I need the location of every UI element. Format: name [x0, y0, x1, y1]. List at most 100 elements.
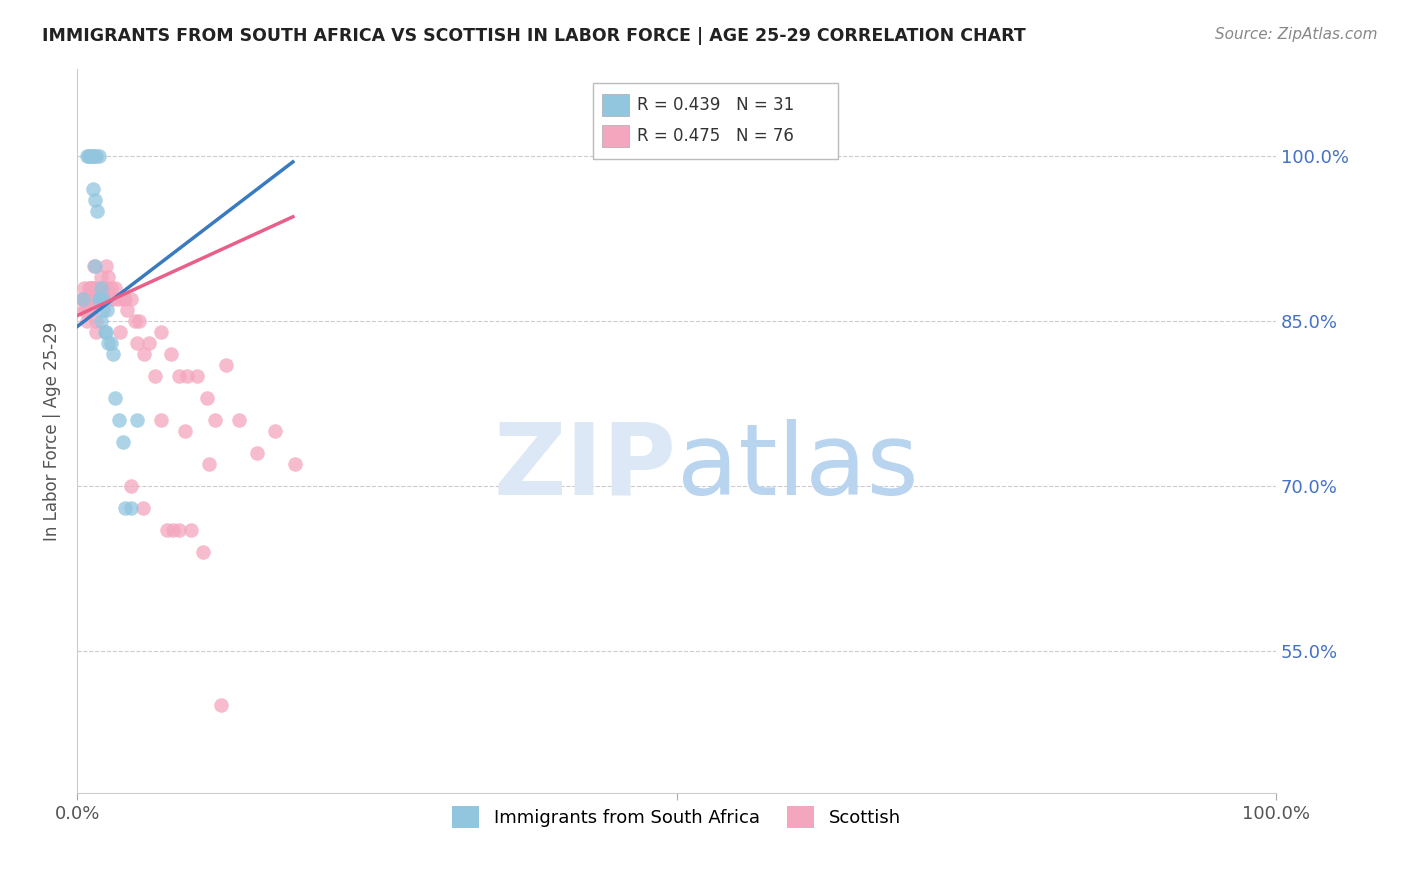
- Point: [90, 314, 112, 328]
- Point: [77, 281, 100, 295]
- Point: [96, 303, 118, 318]
- Point: [110, 325, 132, 339]
- Point: [94, 325, 117, 339]
- Point: [108, 413, 131, 427]
- Point: [101, 347, 124, 361]
- Point: [93, 303, 115, 318]
- Point: [77, 292, 100, 306]
- Point: [82, 281, 104, 295]
- Text: R = 0.475   N = 76: R = 0.475 N = 76: [637, 127, 794, 145]
- Point: [174, 424, 197, 438]
- Point: [120, 292, 142, 306]
- Point: [90, 292, 112, 306]
- Point: [73, 303, 96, 318]
- Point: [120, 479, 142, 493]
- Point: [77, 303, 100, 318]
- Point: [167, 523, 190, 537]
- Point: [70, 292, 93, 306]
- Point: [83, 149, 105, 163]
- Point: [97, 270, 120, 285]
- Point: [93, 325, 115, 339]
- Point: [97, 336, 120, 351]
- Point: [101, 292, 124, 306]
- Point: [114, 500, 136, 515]
- Point: [80, 281, 103, 295]
- Point: [83, 281, 105, 295]
- Point: [76, 314, 98, 328]
- Text: ZIP: ZIP: [494, 418, 676, 516]
- Point: [79, 292, 101, 306]
- Point: [167, 369, 190, 384]
- Point: [87, 149, 110, 163]
- Point: [134, 347, 156, 361]
- Point: [228, 413, 250, 427]
- Point: [215, 358, 238, 372]
- Point: [89, 292, 111, 306]
- Point: [150, 325, 173, 339]
- Point: [82, 149, 104, 163]
- FancyBboxPatch shape: [592, 83, 838, 159]
- Text: IMMIGRANTS FROM SOUTH AFRICA VS SCOTTISH IN LABOR FORCE | AGE 25-29 CORRELATION : IMMIGRANTS FROM SOUTH AFRICA VS SCOTTISH…: [42, 27, 1026, 45]
- Point: [284, 457, 307, 471]
- Point: [84, 292, 107, 306]
- Point: [198, 457, 221, 471]
- Text: Source: ZipAtlas.com: Source: ZipAtlas.com: [1215, 27, 1378, 42]
- Point: [132, 500, 155, 515]
- Point: [111, 292, 134, 306]
- Point: [72, 292, 94, 306]
- Point: [93, 292, 115, 306]
- Point: [246, 446, 269, 460]
- Point: [91, 292, 114, 306]
- Point: [100, 281, 122, 295]
- Point: [98, 292, 121, 306]
- Point: [84, 281, 107, 295]
- Point: [73, 281, 96, 295]
- Point: [76, 292, 98, 306]
- Point: [90, 270, 112, 285]
- Point: [84, 325, 107, 339]
- Point: [204, 413, 226, 427]
- Point: [186, 369, 208, 384]
- Point: [75, 292, 97, 306]
- Point: [125, 336, 148, 351]
- Point: [143, 369, 166, 384]
- Point: [72, 292, 94, 306]
- Point: [87, 292, 110, 306]
- Point: [191, 545, 214, 559]
- Point: [84, 194, 107, 208]
- FancyBboxPatch shape: [602, 94, 628, 116]
- Text: R = 0.439   N = 31: R = 0.439 N = 31: [637, 95, 794, 114]
- Point: [91, 281, 114, 295]
- Point: [77, 149, 100, 163]
- Legend: Immigrants from South Africa, Scottish: Immigrants from South Africa, Scottish: [446, 798, 908, 835]
- Point: [180, 523, 202, 537]
- Point: [77, 149, 100, 163]
- Point: [84, 149, 107, 163]
- Point: [86, 292, 108, 306]
- Point: [96, 281, 118, 295]
- Point: [107, 292, 129, 306]
- Point: [82, 182, 104, 196]
- Point: [159, 347, 181, 361]
- Point: [84, 259, 107, 273]
- Point: [120, 500, 142, 515]
- Point: [264, 424, 287, 438]
- Point: [77, 303, 100, 318]
- Point: [114, 292, 136, 306]
- Point: [124, 314, 146, 328]
- Point: [76, 149, 98, 163]
- Point: [77, 292, 100, 306]
- Y-axis label: In Labor Force | Age 25-29: In Labor Force | Age 25-29: [44, 321, 60, 541]
- Point: [84, 314, 107, 328]
- Point: [83, 259, 105, 273]
- Point: [104, 391, 127, 405]
- Point: [209, 698, 232, 713]
- Point: [79, 281, 101, 295]
- Point: [94, 259, 117, 273]
- Point: [111, 434, 134, 449]
- Point: [82, 292, 104, 306]
- Point: [176, 369, 198, 384]
- Point: [86, 204, 108, 219]
- Point: [90, 281, 112, 295]
- Point: [117, 303, 139, 318]
